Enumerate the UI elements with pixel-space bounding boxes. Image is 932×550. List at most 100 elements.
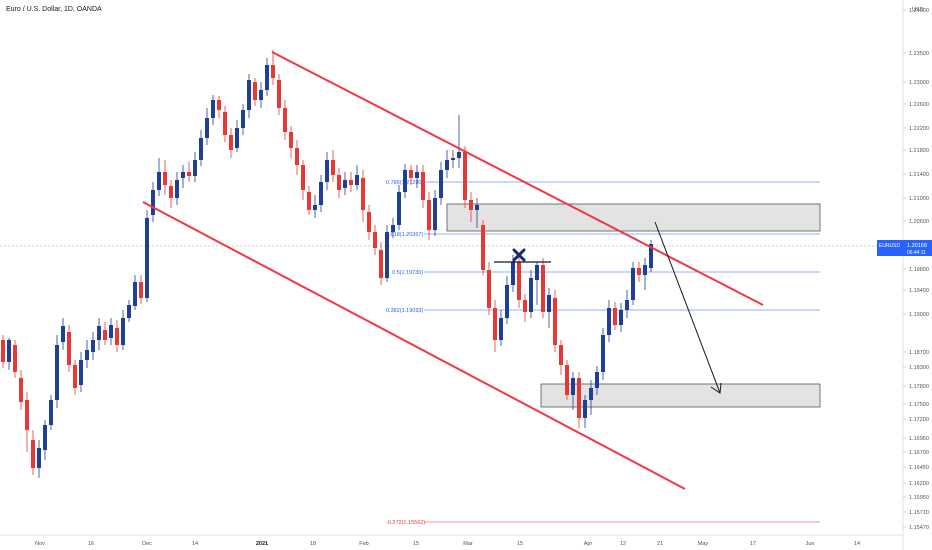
- candle: [169, 180, 173, 208]
- time-tick-label: 14: [192, 541, 198, 547]
- candle: [301, 160, 305, 200]
- candle: [619, 303, 623, 332]
- fib-label: 0.5(1.19730): [392, 270, 423, 276]
- candle: [265, 58, 269, 96]
- candle: [181, 165, 185, 188]
- candle: [385, 225, 389, 282]
- candle: [133, 275, 137, 310]
- candle: [43, 420, 47, 460]
- candle: [157, 158, 161, 196]
- time-tick-label: 17: [750, 541, 756, 547]
- candle: [19, 370, 23, 410]
- candle: [625, 290, 629, 318]
- price-tick-label: 1.17800: [909, 384, 929, 390]
- price-tick-label: 1.21400: [909, 172, 929, 178]
- x-mark-icon: [512, 248, 526, 262]
- candle: [553, 290, 557, 352]
- price-tick-label: 1.19400: [909, 288, 929, 294]
- candle: [367, 205, 371, 240]
- candle: [295, 140, 299, 175]
- candle: [631, 262, 635, 305]
- time-tick-label: Jun: [806, 541, 815, 547]
- candle: [7, 338, 11, 370]
- candle: [415, 165, 419, 188]
- currency-label: USD: [912, 7, 924, 13]
- candle: [529, 270, 533, 318]
- candle: [559, 340, 563, 375]
- candle: [271, 50, 275, 85]
- candle: [433, 190, 437, 236]
- candle: [331, 150, 335, 182]
- demand-zone: [540, 383, 821, 408]
- candle: [607, 300, 611, 342]
- candle: [523, 294, 527, 322]
- time-tick-label: Apr: [584, 541, 593, 547]
- candle: [31, 430, 35, 475]
- time-tick-label: Mar: [463, 541, 473, 547]
- candle: [67, 325, 71, 372]
- channel-lines: [142, 51, 764, 490]
- candle: [493, 300, 497, 352]
- candle: [235, 120, 239, 152]
- countdown: 06:44:11: [907, 250, 926, 256]
- candle: [397, 185, 401, 230]
- channel-upper-line: [271, 51, 764, 306]
- candle: [283, 100, 287, 140]
- price-tick-label: 1.17200: [909, 417, 929, 423]
- price-tick-label: 1.16200: [909, 481, 929, 487]
- chart-title: Euro / U.S. Dollar, 1D, OANDA: [6, 6, 102, 13]
- candle: [61, 318, 65, 350]
- price-tick-label: 1.22200: [909, 126, 929, 132]
- candle: [337, 168, 341, 198]
- candle: [583, 395, 587, 428]
- candle: [325, 152, 329, 190]
- supply-zone: [446, 203, 821, 232]
- candle: [439, 162, 443, 205]
- candle: [1, 335, 5, 368]
- fib-label: -0.272(1.15562): [386, 520, 425, 526]
- time-tick-label: Nov: [35, 541, 45, 547]
- candle: [505, 276, 509, 324]
- time-tick-label: 18: [310, 541, 316, 547]
- candle: [307, 186, 311, 215]
- candles: [1, 50, 653, 478]
- time-tick-label: 12: [620, 541, 626, 547]
- candle: [277, 74, 281, 115]
- price-tick-label: 1.15470: [909, 525, 929, 531]
- candle: [649, 240, 653, 272]
- candle: [499, 310, 503, 346]
- candle: [391, 218, 395, 238]
- current-price-box: [904, 240, 932, 256]
- price-tick-label: 1.15950: [909, 495, 929, 501]
- candle: [451, 150, 455, 168]
- candle: [91, 332, 95, 360]
- candle: [403, 164, 407, 198]
- candle: [223, 106, 227, 142]
- price-axis-ticks: 1.24000 1.23500 1.23000 1.22600 1.22200 1.218…: [903, 8, 929, 531]
- candle: [571, 372, 575, 410]
- price-tick-label: 1.20600: [909, 219, 929, 225]
- price-tick-label: 1.24000: [909, 8, 929, 14]
- time-tick-label: 2021: [256, 541, 268, 547]
- candle: [241, 104, 245, 135]
- time-tick-label: 15: [517, 541, 523, 547]
- price-tick-label: 1.16700: [909, 450, 929, 456]
- candle: [229, 128, 233, 158]
- candle: [127, 300, 131, 322]
- candle: [55, 335, 59, 408]
- candle: [601, 328, 605, 380]
- price-tick-label: 1.17500: [909, 402, 929, 408]
- candle: [361, 170, 365, 222]
- candle: [613, 302, 617, 330]
- current-price: 1.20168: [907, 243, 927, 249]
- candle: [589, 380, 593, 415]
- candle: [427, 192, 431, 240]
- candle: [373, 225, 377, 255]
- candle: [139, 275, 143, 304]
- candle: [145, 210, 149, 302]
- candle: [409, 165, 413, 185]
- candle: [637, 262, 641, 282]
- candle: [211, 95, 215, 125]
- candle: [487, 262, 491, 315]
